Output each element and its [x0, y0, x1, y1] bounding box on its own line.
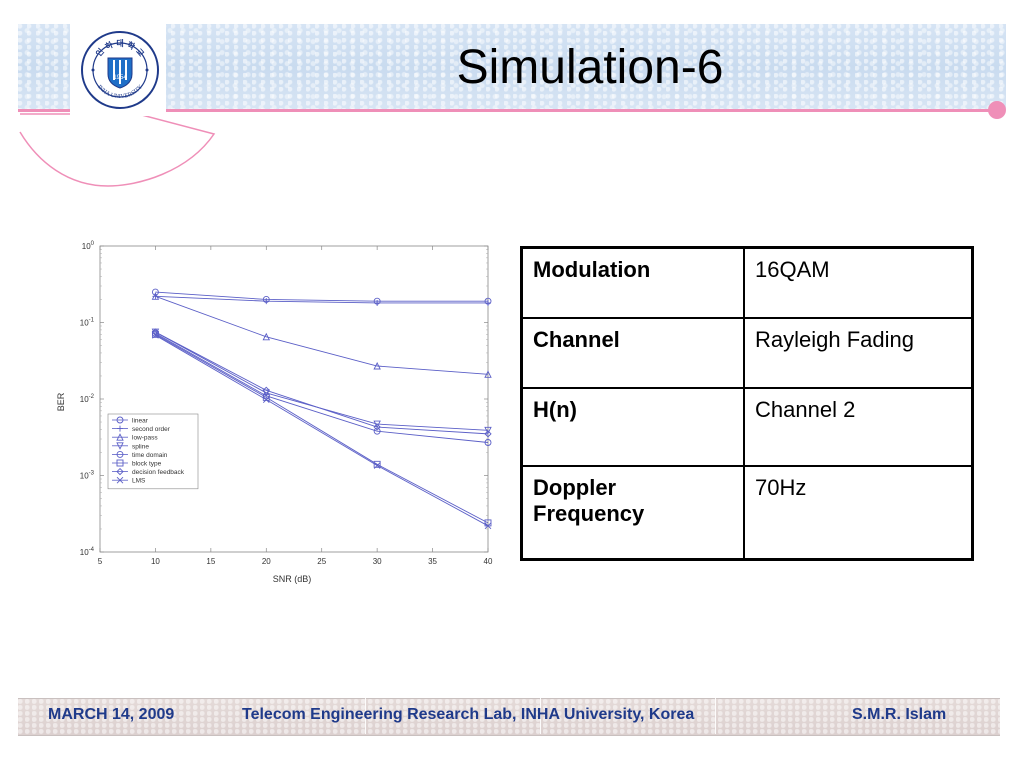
x-tick-label: 20	[262, 557, 271, 566]
y-tick-label: 10-4	[80, 547, 95, 557]
legend-entry: time domain	[132, 452, 168, 459]
param-value-hn: Channel 2	[743, 387, 974, 467]
param-value-channel: Rayleigh Fading	[743, 317, 974, 389]
table-row: Channel Rayleigh Fading	[520, 317, 974, 389]
data-point	[374, 299, 381, 306]
data-point	[484, 439, 492, 446]
data-point	[484, 430, 492, 438]
param-key-modulation: Modulation	[520, 246, 745, 319]
param-key-doppler: Doppler Frequency	[520, 465, 745, 561]
data-point	[116, 476, 124, 484]
data-point	[373, 460, 381, 468]
data-point	[262, 386, 270, 394]
data-point	[116, 459, 124, 467]
footer-date: MARCH 14, 2009	[48, 706, 175, 723]
header-divider	[18, 109, 998, 112]
data-point	[117, 425, 123, 432]
footer-author: S.M.R. Islam	[852, 706, 947, 723]
legend-entry: spline	[132, 443, 149, 450]
x-tick-label: 35	[428, 557, 437, 566]
data-point	[262, 396, 270, 403]
ber-vs-snr-chart: 100 10-1 10-2 10-3 10-4 5 10 15 20 25 30 35 40 line…	[56, 241, 493, 584]
data-point	[484, 370, 492, 378]
y-tick-label: 10-2	[80, 394, 95, 404]
data-point	[262, 332, 271, 341]
param-key-doppler-line2: Frequency	[533, 501, 645, 526]
decorative-arc	[19, 113, 216, 187]
data-point	[373, 361, 381, 370]
y-tick-label: 10-3	[80, 471, 95, 481]
footer-lab: Telecom Engineering Research Lab, INHA U…	[242, 706, 695, 723]
footer-separator	[715, 698, 716, 734]
y-tick-labels: 100 10-1 10-2 10-3 10-4	[80, 241, 95, 557]
data-point	[373, 420, 381, 429]
data-point	[116, 450, 124, 458]
data-point	[373, 462, 381, 469]
legend-entry: decision feedback	[132, 469, 185, 476]
footer-separator	[540, 698, 541, 734]
param-value-modulation: 16QAM	[743, 246, 974, 319]
footer-separator	[365, 698, 366, 734]
param-key-doppler-line1: Doppler	[533, 475, 617, 500]
header-dot	[988, 101, 1006, 119]
x-axis-label: SNR (dB)	[273, 574, 312, 584]
legend-entry: second order	[132, 426, 171, 433]
data-point	[485, 299, 491, 306]
simulation-parameters-table: Modulation 16QAM Channel Rayleigh Fading…	[520, 246, 974, 561]
legend-entry: low-pass	[132, 435, 158, 442]
data-point	[152, 331, 159, 339]
series-line-decision-feedback	[155, 331, 489, 435]
data-point	[484, 426, 492, 435]
y-tick-label: 10-1	[80, 318, 95, 328]
footer-band	[18, 698, 1000, 736]
data-point	[151, 330, 159, 338]
x-tick-label: 25	[317, 557, 326, 566]
legend-box	[107, 413, 199, 490]
x-tick-label: 40	[484, 557, 493, 566]
data-point	[484, 522, 492, 530]
series-line-block-type	[155, 333, 489, 524]
data-point	[116, 442, 124, 450]
header-band	[18, 24, 1006, 110]
series-line-second-order	[155, 295, 488, 304]
series-line-time-domain	[155, 333, 489, 443]
x-tick-label: 10	[151, 557, 160, 566]
legend-entry: block type	[132, 461, 162, 468]
seal-year: 1954	[113, 75, 127, 81]
data-point	[116, 416, 124, 424]
data-point	[373, 427, 381, 435]
series-line-low-pass	[155, 295, 489, 375]
university-seal-logo: 인 하 대 학 교 INHA UNIVERSITY 1954	[81, 31, 159, 109]
y-axis-label: BER	[56, 392, 66, 411]
legend-entry: linear	[132, 418, 149, 425]
series-lines	[151, 288, 492, 530]
data-point	[263, 298, 270, 305]
series-line-linear	[155, 291, 488, 302]
param-key-hn: H(n)	[520, 387, 745, 467]
y-tick-label: 100	[82, 241, 95, 251]
data-point	[373, 423, 381, 431]
series-line-LMS	[155, 334, 489, 527]
data-point	[262, 393, 270, 401]
param-key-channel: Channel	[520, 317, 745, 389]
x-tick-labels: 5 10 15 20 25 30 35 40	[98, 557, 493, 566]
data-point	[151, 292, 160, 300]
table-row: Doppler Frequency 70Hz	[520, 465, 974, 561]
table-row: H(n) Channel 2	[520, 387, 974, 467]
x-tick-label: 15	[206, 557, 215, 566]
slide-title: Simulation-6	[456, 41, 724, 94]
legend-entry: LMS	[132, 478, 146, 485]
x-tick-label: 5	[98, 557, 103, 566]
table-row: Modulation 16QAM	[520, 246, 974, 319]
x-tick-label: 30	[373, 557, 382, 566]
param-value-doppler: 70Hz	[743, 465, 974, 561]
data-point	[116, 433, 124, 441]
data-point	[116, 467, 124, 476]
